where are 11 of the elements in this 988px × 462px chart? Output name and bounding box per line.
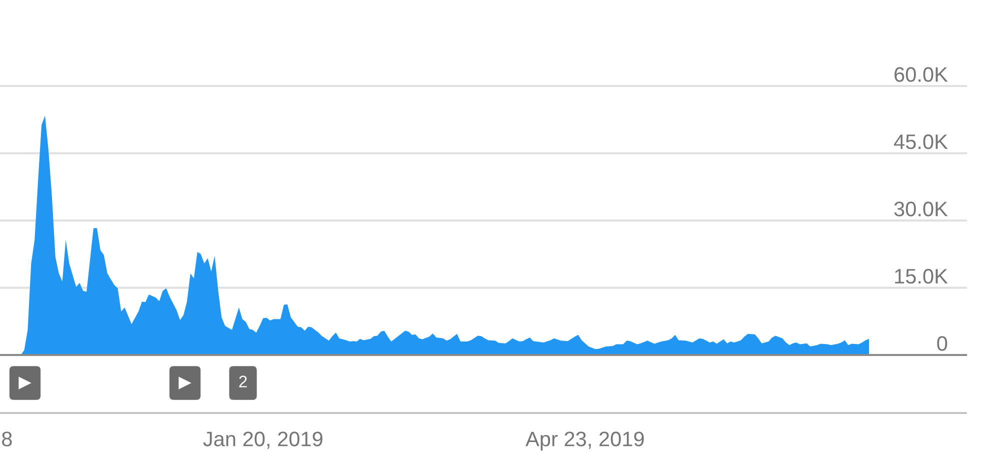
text: 2 bbox=[239, 376, 247, 388]
y-tick-label: 15.0K bbox=[895, 268, 948, 284]
y-tick-label: 45.0K bbox=[894, 134, 948, 150]
y-tick-label: 60.0K bbox=[894, 67, 948, 82]
x-tick-label: 8 bbox=[2, 432, 12, 446]
x-tick-label: Apr 23, 2019 bbox=[526, 432, 644, 450]
text: ▶ bbox=[18, 376, 32, 390]
text: ▶ bbox=[178, 376, 192, 390]
x-tick-label: Jan 20, 2019 bbox=[203, 432, 322, 449]
y-tick-label: 30.0K bbox=[894, 202, 948, 216]
y-tick-label: 0 bbox=[937, 336, 948, 351]
